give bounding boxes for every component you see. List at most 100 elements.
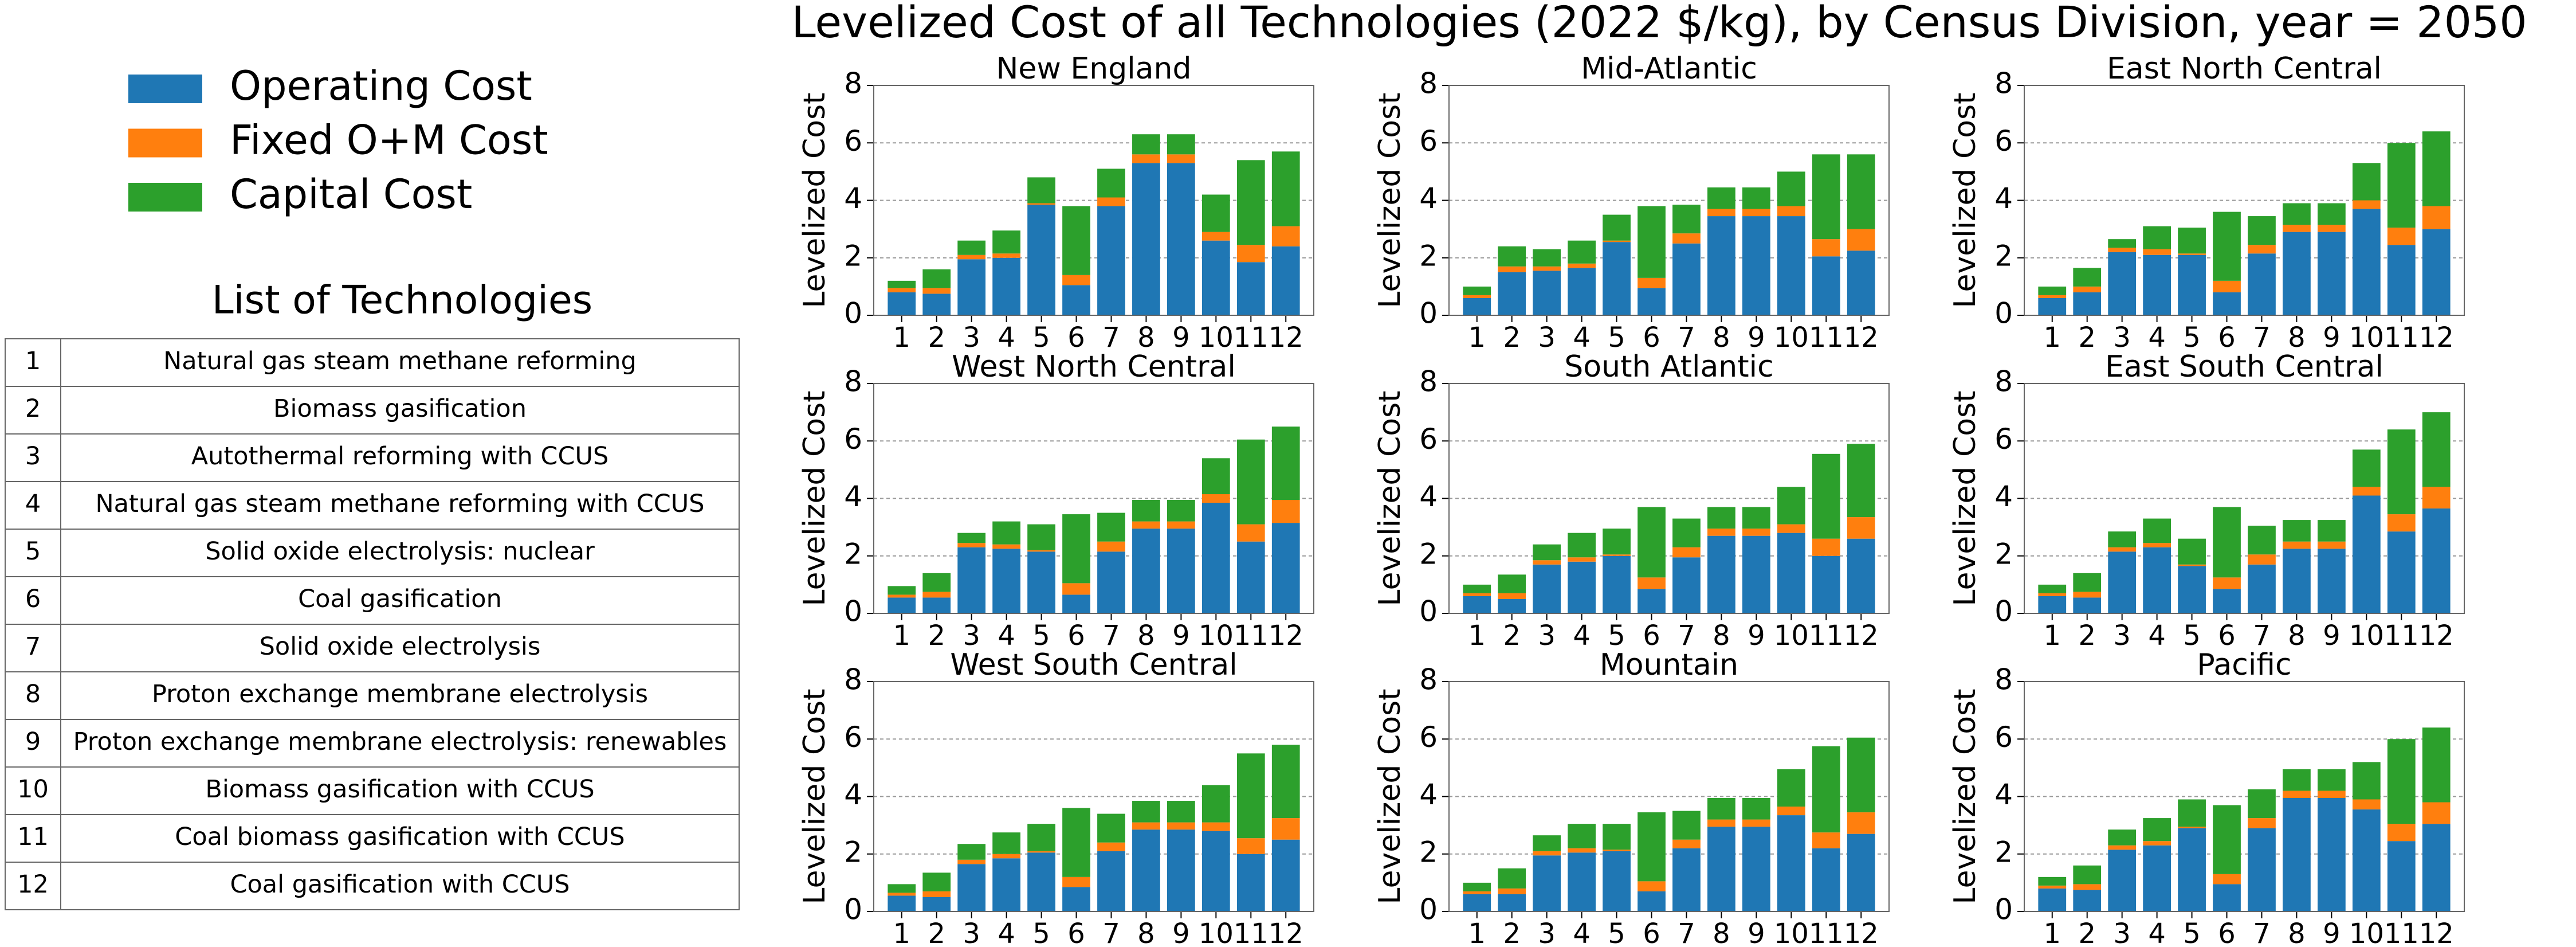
bar-segment <box>2248 253 2276 315</box>
y-axis-label: Levelized Cost <box>798 92 832 308</box>
bar-segment <box>888 893 916 896</box>
x-tick-label: 10 <box>1774 620 1809 652</box>
bar-segment <box>1742 187 1770 209</box>
x-tick-label: 5 <box>1608 918 1625 947</box>
bar-segment <box>1847 737 1875 813</box>
table-technology: Coal biomass gasification with CCUS <box>175 823 625 851</box>
bar-segment <box>2422 229 2451 315</box>
x-tick-label: 10 <box>1774 918 1809 947</box>
x-tick-label: 6 <box>1067 918 1085 947</box>
legend-label: Fixed O+M Cost <box>230 117 548 164</box>
bar-segment <box>1847 154 1875 229</box>
bar-segment <box>1062 514 1090 584</box>
bar-segment <box>1062 876 1090 887</box>
bar-segment <box>2283 769 2311 791</box>
bar-segment <box>2108 845 2137 850</box>
bar-segment <box>2318 232 2346 315</box>
y-tick-label: 8 <box>844 67 862 100</box>
bar-segment <box>2318 203 2346 225</box>
table-technology: Biomass gasification <box>273 394 527 423</box>
bar-segment <box>1498 868 1526 889</box>
table-technology: Proton exchange membrane electrolysis <box>152 680 648 709</box>
bar-segment <box>1742 535 1770 613</box>
y-tick-label: 2 <box>1419 537 1438 570</box>
bar-segment <box>2352 209 2381 315</box>
bar-segment <box>2213 280 2241 292</box>
table-technology: Natural gas steam methane reforming <box>163 347 637 375</box>
bar-segment <box>2352 487 2381 496</box>
bar-segment <box>1812 256 1840 315</box>
y-tick-label: 2 <box>844 835 862 868</box>
x-tick-label: 2 <box>928 918 945 947</box>
bar-segment <box>1498 593 1526 599</box>
bar-segment <box>2143 226 2171 249</box>
bar-segment <box>1672 848 1701 911</box>
y-tick-label: 8 <box>844 663 862 696</box>
bar-segment <box>2038 885 2067 889</box>
x-tick-label: 7 <box>1678 620 1695 652</box>
bar-segment <box>1236 160 1265 245</box>
bar-segment <box>1638 206 1666 278</box>
bar-segment <box>1167 154 1195 163</box>
x-tick-label: 6 <box>1067 620 1085 652</box>
bar-segment <box>1603 554 1631 556</box>
bar-segment <box>1027 524 1055 550</box>
x-tick-label: 3 <box>963 918 980 947</box>
x-tick-label: 5 <box>2183 322 2201 354</box>
bar-segment <box>1847 538 1875 613</box>
bar-segment <box>2178 253 2206 255</box>
x-tick-label: 7 <box>1678 918 1695 947</box>
bar-segment <box>957 859 986 864</box>
x-tick-label: 4 <box>998 322 1015 354</box>
bar-segment <box>1742 216 1770 315</box>
x-tick-label: 6 <box>1643 620 1660 652</box>
bar-segment <box>2387 245 2416 315</box>
bar-segment <box>2387 739 2416 824</box>
bar-segment <box>1498 598 1526 613</box>
bar-segment <box>1672 243 1701 315</box>
bar-segment <box>1167 521 1195 529</box>
x-tick-label: 9 <box>1172 918 1190 947</box>
axes-frame <box>2024 85 2465 316</box>
bar-segment <box>2213 212 2241 281</box>
bar-segment <box>2038 298 2067 315</box>
bar-segment <box>2143 518 2171 543</box>
bar-segment <box>1201 232 1230 241</box>
bar-segment <box>1742 209 1770 217</box>
x-tick-label: 4 <box>2148 322 2166 354</box>
bar-segment <box>1707 827 1735 911</box>
axes-frame <box>1448 85 1890 316</box>
bar-segment <box>1498 888 1526 894</box>
table-number: 8 <box>25 680 41 709</box>
x-tick-label: 2 <box>1503 322 1521 354</box>
bar-segment <box>1132 154 1160 163</box>
bar-segment <box>888 292 916 315</box>
bar-segment <box>1271 246 1300 315</box>
x-tick-label: 6 <box>2218 620 2236 652</box>
bar-segment <box>922 891 951 897</box>
x-tick-label: 5 <box>2183 918 2201 947</box>
bar-segment <box>2352 809 2381 911</box>
y-tick-label: 0 <box>1419 595 1438 628</box>
x-tick-label: 8 <box>1713 620 1730 652</box>
bar-segment <box>1672 233 1701 244</box>
bar-segment <box>1603 529 1631 555</box>
bar-segment <box>1236 838 1265 854</box>
table-technology: Proton exchange membrane electrolysis: r… <box>73 727 727 756</box>
bar-segment <box>1603 824 1631 850</box>
x-tick-label: 6 <box>2218 918 2236 947</box>
bar-segment <box>1027 205 1055 315</box>
table-number: 11 <box>17 823 49 851</box>
table-technology: Autothermal reforming with CCUS <box>191 442 609 471</box>
x-tick-label: 5 <box>1608 620 1625 652</box>
bar-segment <box>1777 487 1805 525</box>
x-tick-label: 1 <box>893 322 910 354</box>
bar-segment <box>2108 531 2137 547</box>
bar-segment <box>922 872 951 891</box>
bar-segment <box>1777 216 1805 315</box>
bar-segment <box>1707 798 1735 820</box>
bar-segment <box>1201 822 1230 831</box>
bar-segment <box>1812 453 1840 539</box>
bar-segment <box>2143 543 2171 547</box>
bar-segment <box>1201 831 1230 911</box>
